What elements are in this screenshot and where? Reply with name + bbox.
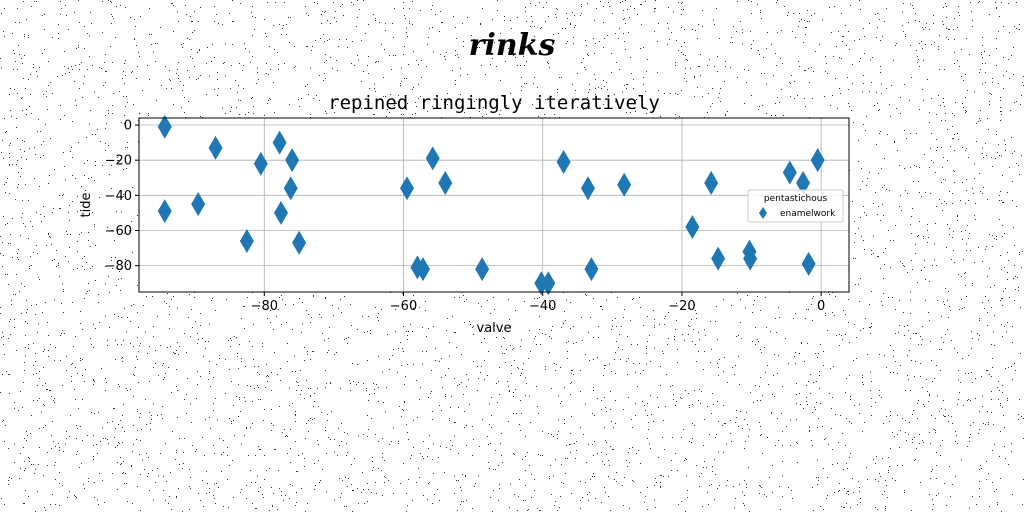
plot-area [138, 117, 850, 293]
data-point [584, 257, 599, 282]
legend-label-enamelwork: enamelwork [780, 209, 836, 219]
data-point [208, 135, 223, 160]
data-point [796, 171, 811, 196]
data-point [399, 176, 414, 201]
data-point [475, 257, 490, 282]
legend-box [747, 189, 844, 223]
data-point [438, 171, 453, 196]
grid [139, 118, 849, 292]
data-point [157, 199, 172, 224]
data-point [239, 229, 254, 254]
axis-ticks: −80 −60 −40 −20 0 0 −20 −40 −60 −80 [105, 119, 826, 314]
y-tick-label: −20 [105, 154, 132, 169]
y-tick-label: −40 [105, 189, 132, 204]
data-point [541, 271, 556, 296]
data-point [556, 149, 571, 174]
y-tick-label: −60 [105, 224, 132, 239]
data-point [801, 251, 816, 276]
data-point [157, 114, 172, 139]
data-point [711, 246, 726, 271]
data-point [580, 176, 595, 201]
y-axis-label: tide [79, 193, 94, 218]
data-point [285, 148, 300, 173]
data-point [272, 130, 287, 155]
data-points [157, 114, 825, 296]
x-tick-label: −20 [668, 299, 695, 314]
x-axis-label: valve [477, 321, 512, 336]
data-point [685, 214, 700, 239]
data-point [425, 146, 440, 171]
y-tick-label: −80 [105, 259, 132, 274]
x-tick-label: −60 [390, 299, 417, 314]
data-point [704, 171, 719, 196]
data-point [743, 246, 758, 271]
data-point [191, 192, 206, 217]
data-point [782, 160, 797, 185]
chart-title: repined ringingly iteratively [328, 92, 660, 114]
data-point [253, 151, 268, 176]
data-point [810, 148, 825, 173]
x-tick-label: 0 [817, 299, 825, 314]
data-point [283, 176, 298, 201]
figure-suptitle: rinks [468, 28, 556, 63]
legend-title: pentastichous [764, 194, 828, 204]
data-point [292, 230, 307, 255]
x-tick-label: −80 [251, 299, 278, 314]
legend-marker-enamelwork [759, 207, 767, 219]
data-point [617, 172, 632, 197]
x-tick-label: −40 [529, 299, 556, 314]
data-point [416, 257, 430, 282]
legend: pentastichous enamelwork [747, 189, 844, 223]
plot-background [139, 118, 849, 292]
y-tick-label: 0 [124, 119, 132, 134]
data-point [274, 200, 288, 225]
